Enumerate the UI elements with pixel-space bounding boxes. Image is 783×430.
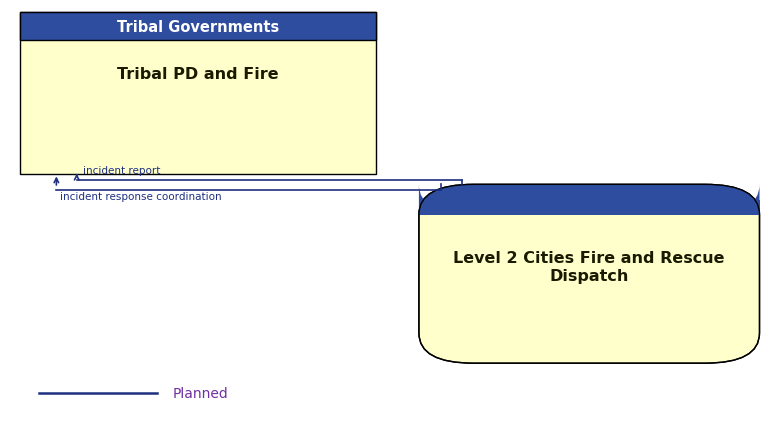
FancyBboxPatch shape bbox=[419, 185, 760, 215]
Text: Planned: Planned bbox=[172, 387, 228, 400]
FancyBboxPatch shape bbox=[20, 13, 376, 174]
Text: incident response coordination: incident response coordination bbox=[60, 191, 222, 201]
FancyBboxPatch shape bbox=[20, 13, 376, 41]
Text: incident report: incident report bbox=[83, 166, 161, 175]
Text: Level 2 Cities Fire and Rescue
Dispatch: Level 2 Cities Fire and Rescue Dispatch bbox=[453, 251, 725, 283]
FancyBboxPatch shape bbox=[419, 200, 760, 215]
Text: Tribal PD and Fire: Tribal PD and Fire bbox=[117, 67, 279, 82]
Text: Tribal Governments: Tribal Governments bbox=[117, 19, 279, 34]
FancyBboxPatch shape bbox=[419, 185, 760, 363]
